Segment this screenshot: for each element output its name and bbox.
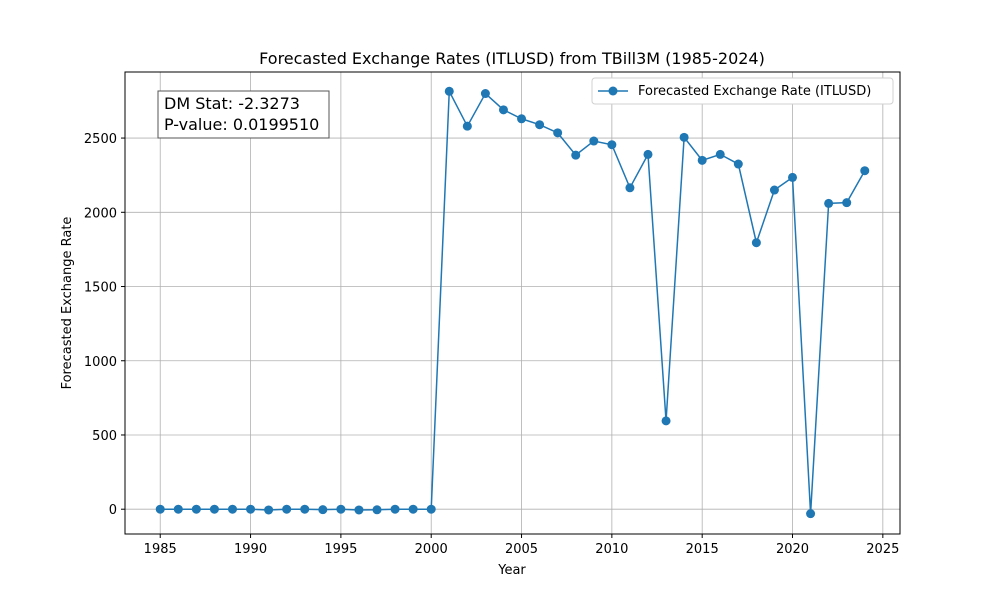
legend-box: [591, 77, 894, 105]
data-point: [462, 121, 472, 131]
y-axis: 0 500 1000 1500 2000 2500: [84, 132, 125, 518]
p-value-text: P-value: 0.0199510: [164, 115, 319, 134]
data-point: [733, 159, 743, 169]
data-point: [300, 504, 310, 514]
data-point: [264, 505, 274, 515]
x-tick-label: 1990: [234, 542, 267, 557]
grid-lines: [125, 72, 900, 534]
x-tick-label: 2010: [595, 542, 628, 557]
legend-marker: [608, 86, 618, 96]
x-tick-label: 2015: [686, 542, 719, 557]
data-point: [498, 105, 508, 115]
data-point: [390, 504, 400, 514]
plot-area: [124, 71, 901, 535]
data-point: [715, 149, 725, 159]
data-point: [282, 504, 292, 514]
data-points: [155, 86, 870, 519]
y-tick-label: 2500: [84, 132, 117, 147]
data-point: [246, 504, 256, 514]
series-line: [160, 88, 866, 514]
data-point: [173, 504, 183, 514]
data-point: [209, 504, 219, 514]
data-point: [372, 505, 382, 515]
data-point: [408, 504, 418, 514]
data-point: [155, 504, 165, 514]
x-axis-label: Year: [497, 563, 526, 578]
y-tick-label: 2000: [84, 206, 117, 221]
data-point: [625, 183, 635, 193]
data-point: [589, 136, 599, 146]
x-tick-label: 1995: [324, 542, 357, 557]
data-point: [354, 505, 364, 515]
data-point: [788, 172, 798, 182]
data-point: [769, 185, 779, 195]
data-point: [661, 416, 671, 426]
x-tick-label: 1985: [144, 542, 177, 557]
data-point: [426, 504, 436, 514]
x-tick-label: 2020: [776, 542, 809, 557]
stats-box: [157, 90, 330, 139]
data-point: [860, 166, 870, 176]
y-tick-label: 0: [109, 503, 117, 518]
data-point: [535, 120, 545, 130]
y-tick-label: 1500: [84, 281, 117, 296]
data-point: [842, 198, 852, 208]
data-point: [806, 509, 816, 519]
data-point: [553, 128, 563, 138]
chart-title: Forecasted Exchange Rates (ITLUSD) from …: [259, 49, 765, 68]
data-point: [697, 155, 707, 165]
data-point: [480, 89, 490, 99]
data-point: [607, 140, 617, 150]
x-axis: 1985 1990 1995 2000 2005 2010 2015 2020 2025: [144, 534, 899, 557]
data-point: [643, 149, 653, 159]
data-point: [336, 504, 346, 514]
data-point: [571, 150, 581, 160]
y-tick-label: 500: [92, 429, 117, 444]
x-tick-label: 2000: [415, 542, 448, 557]
legend-label: Forecasted Exchange Rate (ITLUSD): [638, 84, 871, 99]
dm-stat-text: DM Stat: -2.3273: [164, 94, 300, 113]
data-point: [227, 504, 237, 514]
data-point: [824, 198, 834, 208]
stats-annotation: DM Stat: -2.3273 P-value: 0.0199510: [157, 90, 330, 139]
y-axis-label: Forecasted Exchange Rate: [60, 217, 75, 390]
data-point: [191, 504, 201, 514]
legend: Forecasted Exchange Rate (ITLUSD): [591, 77, 894, 105]
x-tick-label: 2025: [866, 542, 899, 557]
y-tick-label: 1000: [84, 355, 117, 370]
data-point: [679, 132, 689, 142]
data-point: [444, 86, 454, 96]
data-point: [751, 238, 761, 248]
x-tick-label: 2005: [505, 542, 538, 557]
data-point: [318, 505, 328, 515]
data-point: [517, 114, 527, 124]
